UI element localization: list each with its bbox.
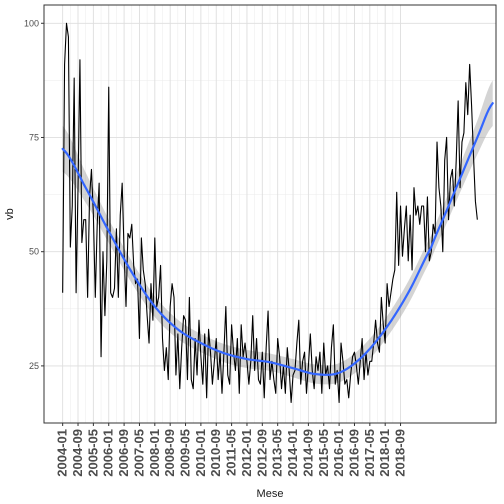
x-tick-label: 2006-01 [101,429,116,477]
x-axis: 2004-01 2004-09 2005-05 2006-01 2006-09 2007-… [55,423,408,477]
x-tick-label: 2014-09 [300,429,315,477]
x-tick-label: 2011-05 [224,429,239,476]
x-tick-label: 2018-09 [393,429,408,477]
x-tick-label: 2018-01 [377,429,392,477]
x-tick-label: 2007-05 [131,429,146,477]
plot-panel-border [43,4,497,424]
raw-series-line [62,22,478,403]
x-tick-label: 2012-09 [254,429,269,477]
x-tick-label: 2004-09 [70,429,85,477]
y-tick-label: 100 [24,18,39,28]
x-tick-label: 2005-05 [85,429,100,477]
x-tick-label: 2014-01 [285,429,300,477]
x-tick-label: 2006-09 [116,429,131,477]
minor-gridlines [44,5,496,423]
y-tick-label: 75 [29,132,39,142]
x-tick-label: 2010-01 [193,429,208,477]
x-tick-label: 2013-05 [270,429,285,477]
y-tick-label: 50 [29,247,39,257]
x-tick-label: 2016-01 [331,429,346,477]
y-axis: 25 50 75 100 [24,18,44,371]
x-tick-label: 2017-05 [362,429,377,477]
x-tick-label: 2016-09 [346,429,361,477]
x-tick-label: 2009-05 [178,429,193,477]
y-axis-title: vb [4,208,16,220]
x-tick-label: 2010-09 [208,429,223,477]
x-tick-label: 2004-01 [55,429,70,477]
x-tick-label: 2015-05 [316,429,331,477]
x-axis-title: Mese [257,488,284,500]
x-tick-label: 2008-01 [147,429,162,477]
y-tick-label: 25 [29,361,39,371]
x-tick-label: 2012-01 [239,429,254,477]
smooth-trend-line [61,102,494,376]
x-tick-label: 2008-09 [162,429,177,477]
